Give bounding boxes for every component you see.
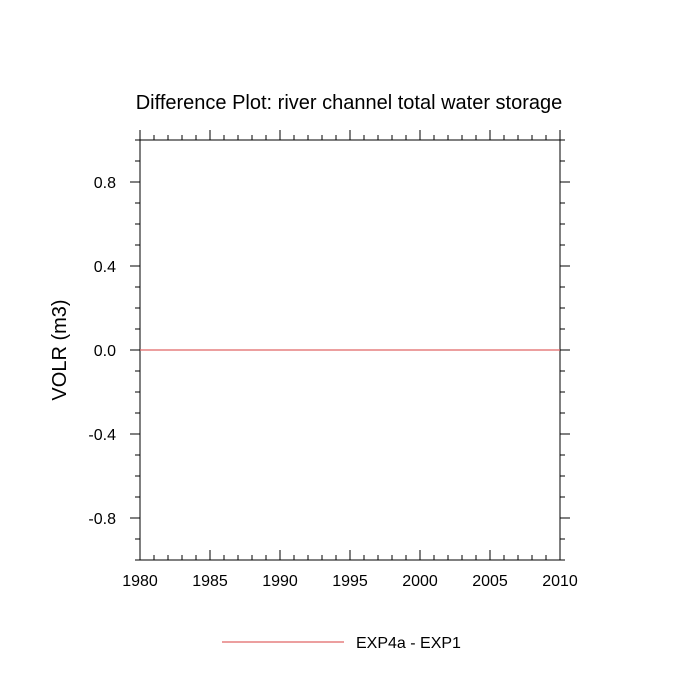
chart-title: Difference Plot: river channel total wat…	[136, 92, 563, 114]
x-tick-label: 1990	[262, 573, 298, 590]
y-tick-label: 0.4	[94, 259, 116, 276]
y-tick-label: -0.4	[88, 427, 116, 444]
legend: EXP4a - EXP1	[222, 635, 461, 652]
x-tick-label: 2005	[472, 573, 508, 590]
x-tick-label: 1985	[192, 573, 228, 590]
x-tick-label: 2010	[542, 573, 578, 590]
y-tick-label: 0.0	[94, 343, 116, 360]
y-tick-label: 0.8	[94, 175, 116, 192]
legend-label: EXP4a - EXP1	[356, 635, 461, 652]
y-tick-label: -0.8	[88, 511, 116, 528]
x-tick-label: 2000	[402, 573, 438, 590]
x-tick-label: 1995	[332, 573, 368, 590]
x-tick-label: 1980	[122, 573, 158, 590]
y-axis-label: VOLR (m3)	[49, 299, 71, 400]
axis-ticks: 1980 1985 1990 1995 2000 2005 2010 0.8 0.4 0.0 -0.…	[88, 130, 578, 590]
